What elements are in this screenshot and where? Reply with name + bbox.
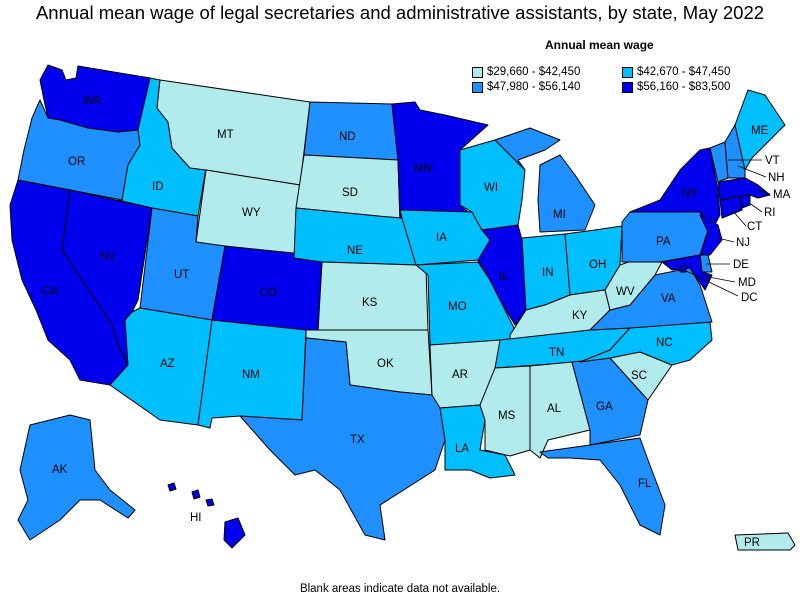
label-DE: DE <box>733 259 749 271</box>
label-UT: UT <box>174 269 189 281</box>
legend-swatch-4 <box>622 81 633 93</box>
label-DC: DC <box>741 292 758 304</box>
legend-title: Annual mean wage <box>545 38 654 52</box>
state-NH[interactable] <box>724 124 746 179</box>
legend-label-2: $42,670 - $47,450 <box>637 66 731 78</box>
legend-item-4: $56,160 - $83,500 <box>622 81 730 93</box>
label-AK: AK <box>52 464 68 476</box>
label-ND: ND <box>339 131 356 143</box>
label-PR: PR <box>744 537 760 549</box>
map-title: Annual mean wage of legal secretaries an… <box>35 2 765 23</box>
label-PA: PA <box>656 236 671 248</box>
label-MI: MI <box>553 209 566 221</box>
state-NC[interactable] <box>579 321 713 366</box>
label-NV: NV <box>100 251 116 263</box>
label-IN: IN <box>542 267 554 279</box>
state-NJ[interactable] <box>699 214 723 256</box>
label-AZ: AZ <box>160 358 175 370</box>
label-MT: MT <box>217 129 234 141</box>
label-SD: SD <box>342 187 358 199</box>
label-GA: GA <box>596 401 613 413</box>
state-PR[interactable] <box>734 532 796 551</box>
legend-item-2: $42,670 - $47,450 <box>622 66 730 78</box>
legend-label-3: $47,980 - $56,140 <box>487 81 581 93</box>
label-AL: AL <box>547 403 562 415</box>
label-CO: CO <box>260 287 277 299</box>
label-MA: MA <box>773 189 791 201</box>
state-KS[interactable] <box>317 261 429 333</box>
state-MA[interactable] <box>717 177 771 201</box>
label-FL: FL <box>638 478 652 490</box>
label-MD: MD <box>738 277 756 289</box>
label-OK: OK <box>377 358 394 370</box>
label-ME: ME <box>751 125 769 137</box>
label-WI: WI <box>484 182 498 194</box>
label-TN: TN <box>549 347 564 359</box>
state-RI[interactable] <box>739 194 751 209</box>
label-CA: CA <box>42 286 58 298</box>
label-NE: NE <box>347 245 363 257</box>
label-SC: SC <box>631 370 647 382</box>
label-CT: CT <box>747 221 762 233</box>
label-LA: LA <box>455 443 469 455</box>
state-HI[interactable] <box>167 482 246 549</box>
label-WA: WA <box>83 95 101 107</box>
label-NC: NC <box>656 337 673 349</box>
label-VT: VT <box>765 155 780 167</box>
state-TX[interactable] <box>239 337 446 541</box>
state-DC[interactable] <box>679 265 687 273</box>
label-NJ: NJ <box>736 237 750 249</box>
label-MN: MN <box>414 163 432 175</box>
label-WV: WV <box>616 286 635 298</box>
legend-swatch-1 <box>472 66 483 78</box>
label-NY: NY <box>682 188 698 200</box>
label-NM: NM <box>242 369 260 381</box>
state-FL[interactable] <box>539 437 666 536</box>
label-OH: OH <box>589 259 606 271</box>
label-OR: OR <box>68 156 85 168</box>
legend-item-1: $29,660 - $42,450 <box>472 66 580 78</box>
label-WY: WY <box>242 207 261 219</box>
state-MD[interactable] <box>661 254 713 291</box>
data-note: Blank areas indicate data not available. <box>299 583 501 595</box>
label-TX: TX <box>350 434 365 446</box>
label-IA: IA <box>436 232 447 244</box>
label-AR: AR <box>452 369 468 381</box>
legend-swatch-3 <box>472 81 483 93</box>
label-KS: KS <box>362 297 378 309</box>
label-KY: KY <box>572 310 588 322</box>
legend-label-4: $56,160 - $83,500 <box>637 81 731 93</box>
label-MO: MO <box>448 301 467 313</box>
label-MS: MS <box>498 410 516 422</box>
legend-item-3: $47,980 - $56,140 <box>472 81 580 93</box>
state-AK[interactable] <box>17 414 136 541</box>
label-IL: IL <box>499 271 509 283</box>
state-MI[interactable] <box>494 127 596 233</box>
label-RI: RI <box>764 207 776 219</box>
state-WV[interactable] <box>604 257 663 311</box>
label-VA: VA <box>661 293 676 305</box>
legend-label-1: $29,660 - $42,450 <box>487 66 581 78</box>
label-NH: NH <box>768 172 785 184</box>
state-IL[interactable] <box>477 224 527 326</box>
label-ID: ID <box>152 181 164 193</box>
state-ME[interactable] <box>734 89 786 171</box>
legend-swatch-2 <box>622 66 633 78</box>
label-HI: HI <box>190 512 202 524</box>
